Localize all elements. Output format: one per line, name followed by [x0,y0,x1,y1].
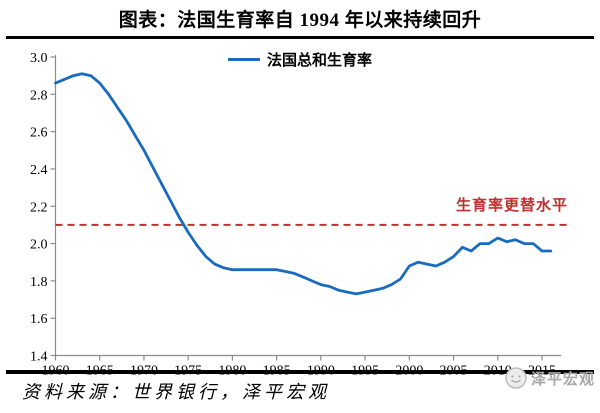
source-note: 资料来源：世界银行，泽平宏观 [22,382,330,402]
legend-label: 法国总和生育率 [266,53,372,69]
y-tick-label: 3.0 [30,51,48,66]
y-tick-label: 1.6 [30,312,48,327]
y-tick-label: 2.6 [30,126,48,141]
x-tick-label: 2000 [395,364,423,379]
zeping-logo-icon [505,367,527,389]
chart-legend: 法国总和生育率 [0,49,600,70]
replacement-level-annotation: 生育率更替水平 [455,198,568,214]
x-tick-label: 1965 [86,364,114,379]
x-tick-label: 2005 [440,364,468,379]
x-tick-label: 1960 [42,364,70,379]
watermark: 泽平宏观 [505,367,595,389]
page-title: 图表：法国生育率自 1994 年以来持续回升 [118,10,482,31]
x-tick-label: 1990 [307,364,335,379]
y-tick-label: 2.0 [30,238,48,253]
y-tick-label: 1.4 [30,350,48,365]
legend-line-swatch [227,58,260,61]
y-tick-label: 2.2 [30,200,48,215]
footer-divider [6,370,594,374]
y-tick-label: 2.8 [30,88,48,103]
x-tick-label: 1970 [130,364,158,379]
x-tick-label: 1985 [263,364,291,379]
x-tick-label: 1980 [218,364,246,379]
watermark-label: 泽平宏观 [530,371,595,388]
x-tick-label: 1995 [351,364,379,379]
x-tick-label: 2015 [528,364,556,379]
title-divider [6,36,594,39]
x-tick-label: 2010 [484,364,512,379]
y-tick-label: 2.4 [30,163,48,178]
x-tick-label: 1975 [174,364,202,379]
fertility-rate-line [54,72,553,296]
y-tick-label: 1.8 [30,275,48,290]
